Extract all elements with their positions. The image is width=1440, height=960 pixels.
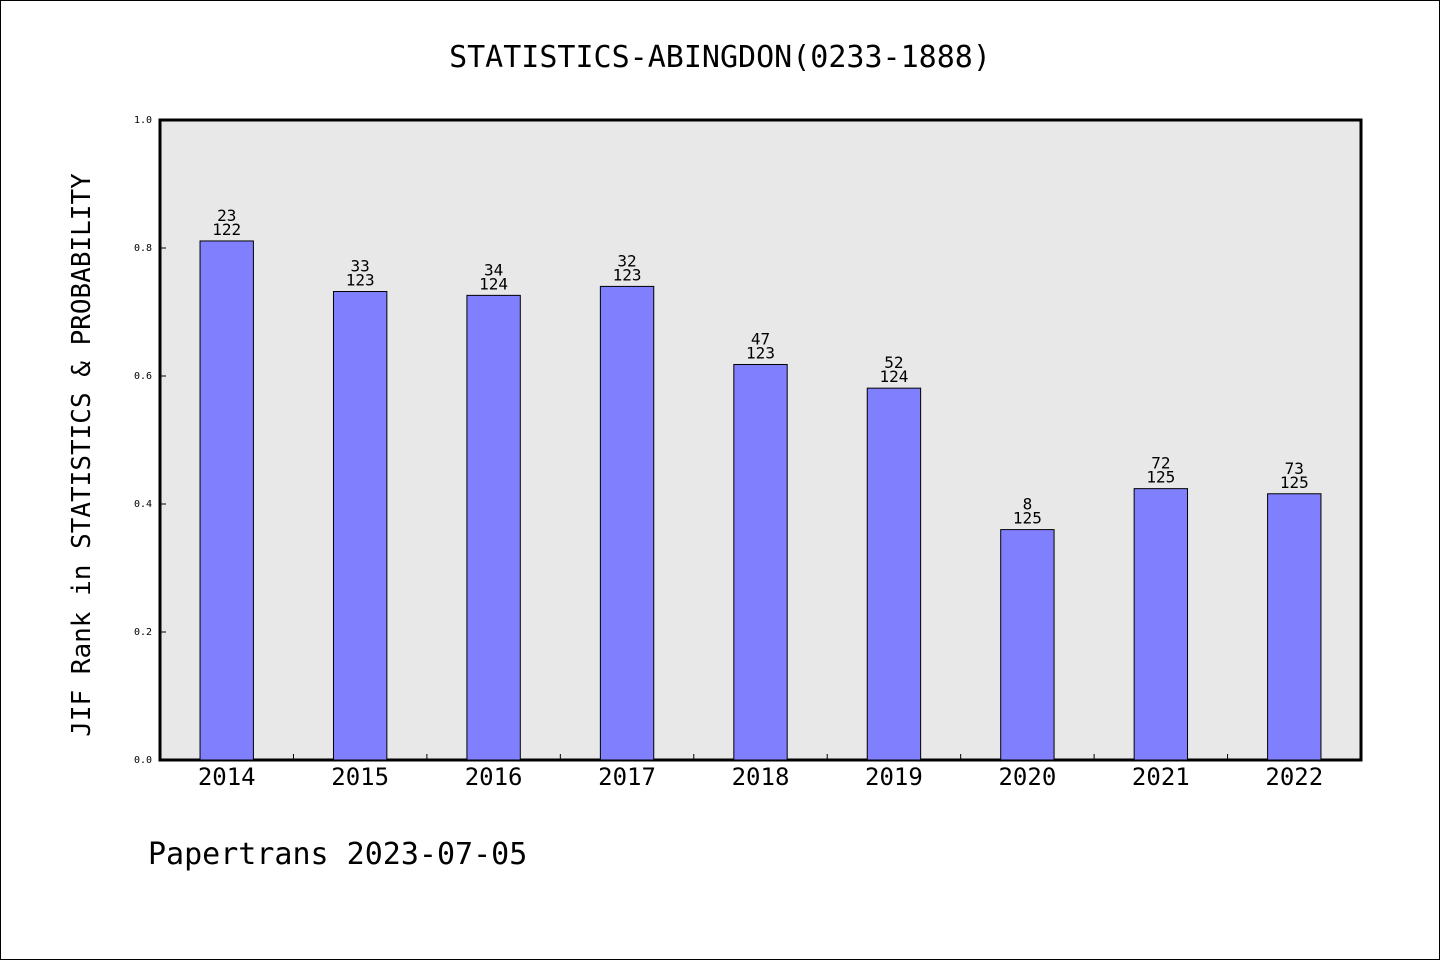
- footer-source-date: Papertrans 2023-07-05: [148, 837, 527, 872]
- x-tick-label: 2019: [865, 763, 923, 791]
- bar-2015: [332, 291, 388, 761]
- bar-2021: [1133, 488, 1189, 761]
- bar-label-total: 125: [1146, 468, 1175, 487]
- x-tick-label: 2021: [1132, 763, 1190, 791]
- x-tick-label: 2022: [1265, 763, 1323, 791]
- bar-label-total: 123: [613, 265, 642, 284]
- y-tick-label: 0.8: [134, 243, 152, 254]
- y-tick-label: 0.0: [134, 755, 152, 766]
- bar-label-total: 122: [212, 220, 241, 239]
- bar-label-total: 123: [746, 343, 775, 362]
- bar-2022: [1267, 493, 1322, 761]
- bar-2020: [1000, 529, 1055, 761]
- bar-label-total: 124: [879, 367, 908, 386]
- x-tick-label: 2020: [998, 763, 1056, 791]
- x-tick-label: 2014: [198, 763, 256, 791]
- y-axis: 0.0 0.2 0.4 0.6 0.8 1.0: [134, 115, 166, 766]
- y-axis-label: JIF Rank in STATISTICS & PROBABILITY: [67, 173, 97, 737]
- bar-label-total: 123: [346, 271, 375, 290]
- bar-label-total: 125: [1013, 509, 1042, 528]
- x-axis: 2014 2015 2016 2017 2018 2019 2020 2021 2022: [198, 754, 1323, 791]
- bar-label-rank: 34: [484, 260, 503, 279]
- bar-label-rank: 47: [751, 329, 770, 348]
- x-tick-label: 2016: [465, 763, 523, 791]
- x-tick-label: 2017: [598, 763, 656, 791]
- x-tick-label: 2018: [732, 763, 790, 791]
- chart-title: STATISTICS-ABINGDON(0233-1888): [449, 40, 991, 75]
- bar-2019: [866, 387, 922, 761]
- y-tick-label: 0.6: [134, 371, 152, 382]
- bar-2014: [199, 240, 254, 761]
- y-tick-label: 0.4: [134, 499, 152, 510]
- x-tick-label: 2015: [331, 763, 389, 791]
- bar-2017: [599, 285, 655, 761]
- bar-label-rank: 23: [217, 206, 236, 225]
- bar-label-total: 124: [479, 274, 508, 293]
- bar-label-rank: 32: [617, 251, 636, 270]
- bar-2018: [733, 363, 788, 761]
- y-tick-label: 1.0: [134, 115, 152, 126]
- bar-label-rank: 33: [351, 257, 370, 276]
- bar-label-rank: 52: [884, 353, 903, 372]
- bars: [199, 240, 1322, 761]
- bar-label-rank: 73: [1285, 459, 1304, 478]
- y-tick-label: 0.2: [134, 627, 152, 638]
- bar-label-rank: 72: [1151, 454, 1170, 473]
- bar-label-total: 125: [1280, 473, 1309, 492]
- bar-label-rank: 8: [1023, 495, 1033, 514]
- bar-2016: [466, 294, 521, 761]
